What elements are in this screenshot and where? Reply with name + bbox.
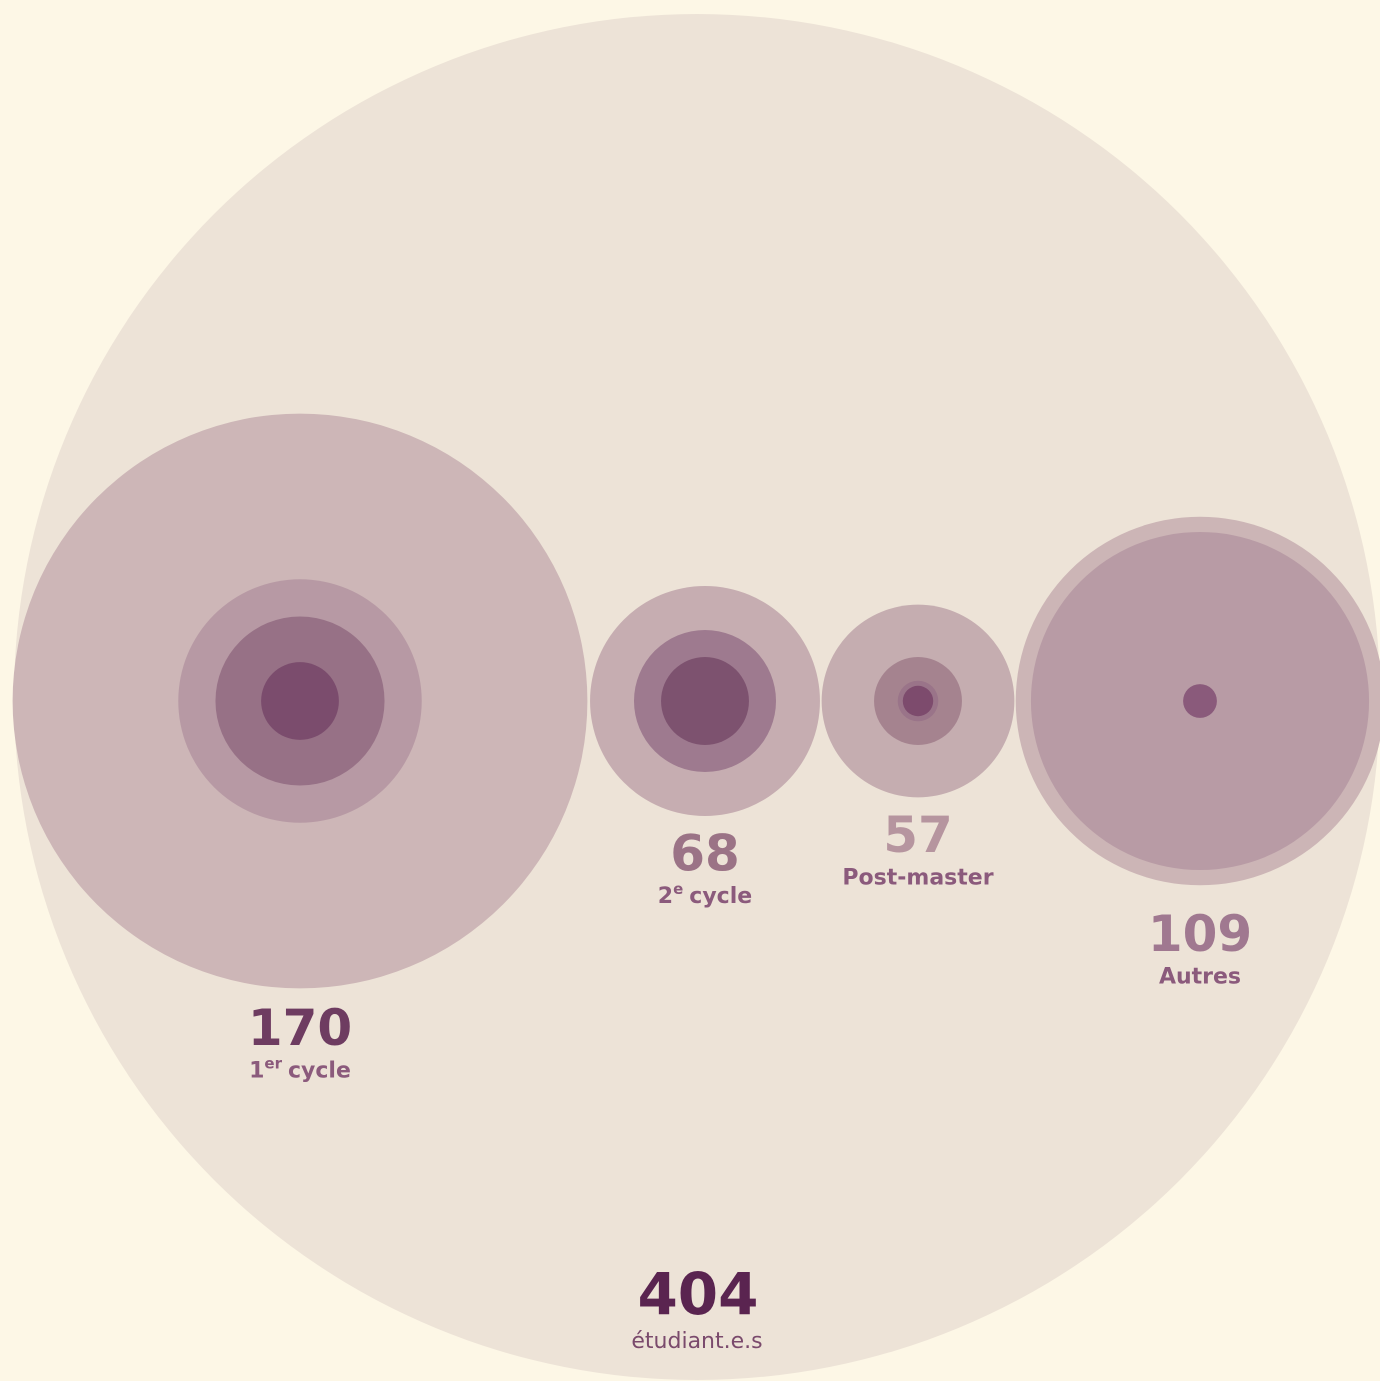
label-base: 1 bbox=[249, 1058, 264, 1083]
group-value: 68 bbox=[670, 824, 740, 882]
group-value: 170 bbox=[248, 999, 352, 1057]
ring-circle bbox=[902, 685, 934, 717]
label-sup: e bbox=[673, 879, 683, 897]
group-value: 109 bbox=[1148, 905, 1252, 963]
ring-circle bbox=[661, 657, 749, 745]
label-rest: cycle bbox=[689, 884, 752, 909]
group-label: Post-master bbox=[842, 865, 993, 890]
label-base: Post-master bbox=[842, 865, 993, 890]
label-base: 2 bbox=[658, 884, 673, 909]
label-base: Autres bbox=[1159, 964, 1241, 989]
ring-circle bbox=[1183, 684, 1217, 718]
label-sup: er bbox=[264, 1054, 282, 1072]
group-label: 2e cycle bbox=[658, 879, 752, 909]
label-rest: cycle bbox=[288, 1058, 351, 1083]
group-label: Autres bbox=[1159, 964, 1241, 989]
group-value: 57 bbox=[883, 806, 953, 864]
total-value: 404 bbox=[637, 1260, 758, 1328]
group-label: 1er cycle bbox=[249, 1054, 351, 1084]
total-label: étudiant.e.s bbox=[631, 1329, 762, 1354]
ring-circle bbox=[261, 662, 339, 740]
